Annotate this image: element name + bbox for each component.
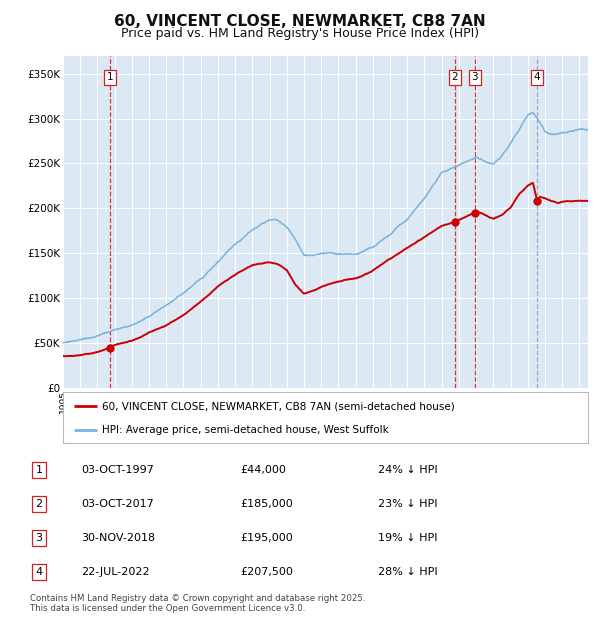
Text: 23% ↓ HPI: 23% ↓ HPI — [378, 498, 437, 509]
Text: 3: 3 — [472, 73, 478, 82]
Text: 28% ↓ HPI: 28% ↓ HPI — [378, 567, 437, 577]
Text: 4: 4 — [534, 73, 541, 82]
Text: 60, VINCENT CLOSE, NEWMARKET, CB8 7AN (semi-detached house): 60, VINCENT CLOSE, NEWMARKET, CB8 7AN (s… — [103, 401, 455, 411]
Text: 3: 3 — [35, 533, 43, 543]
Text: £44,000: £44,000 — [240, 464, 286, 475]
Text: 03-OCT-2017: 03-OCT-2017 — [81, 498, 154, 509]
Text: 4: 4 — [35, 567, 43, 577]
Text: £185,000: £185,000 — [240, 498, 293, 509]
Text: 2: 2 — [35, 498, 43, 509]
Text: £195,000: £195,000 — [240, 533, 293, 543]
Text: 60, VINCENT CLOSE, NEWMARKET, CB8 7AN: 60, VINCENT CLOSE, NEWMARKET, CB8 7AN — [114, 14, 486, 29]
Text: 22-JUL-2022: 22-JUL-2022 — [81, 567, 149, 577]
Text: £207,500: £207,500 — [240, 567, 293, 577]
Text: 03-OCT-1997: 03-OCT-1997 — [81, 464, 154, 475]
Text: Contains HM Land Registry data © Crown copyright and database right 2025.
This d: Contains HM Land Registry data © Crown c… — [30, 594, 365, 613]
Text: HPI: Average price, semi-detached house, West Suffolk: HPI: Average price, semi-detached house,… — [103, 425, 389, 435]
Text: 1: 1 — [35, 464, 43, 475]
Text: 30-NOV-2018: 30-NOV-2018 — [81, 533, 155, 543]
Text: 2: 2 — [451, 73, 458, 82]
Text: Price paid vs. HM Land Registry's House Price Index (HPI): Price paid vs. HM Land Registry's House … — [121, 27, 479, 40]
Text: 1: 1 — [107, 73, 113, 82]
Text: 19% ↓ HPI: 19% ↓ HPI — [378, 533, 437, 543]
Text: 24% ↓ HPI: 24% ↓ HPI — [378, 464, 437, 475]
